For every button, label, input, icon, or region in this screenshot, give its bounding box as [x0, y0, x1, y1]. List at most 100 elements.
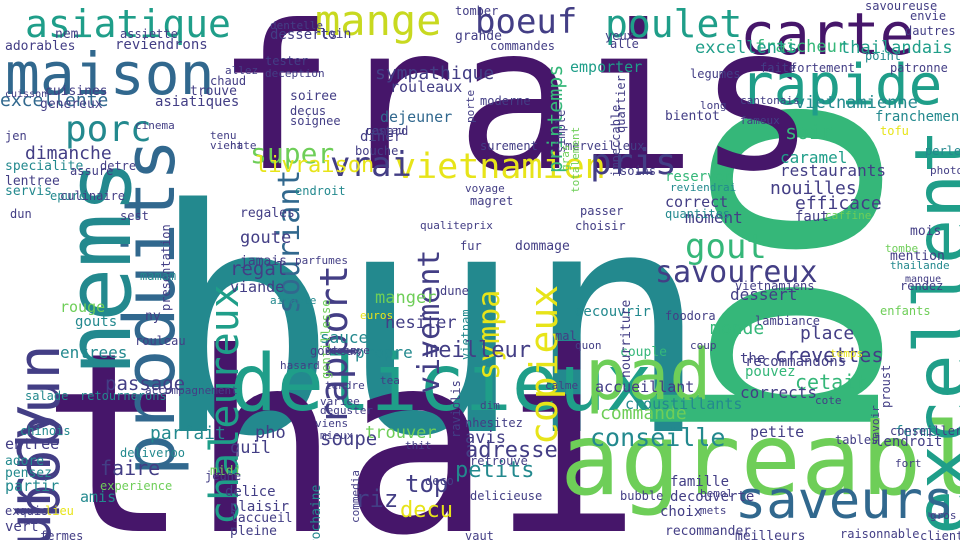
cloud-word: fameux [740, 114, 780, 127]
cloud-word: ny [145, 309, 161, 324]
cloud-word: parfumes [295, 254, 348, 267]
cloud-word: agreable [560, 401, 960, 518]
cloud-word: legumes [690, 67, 741, 81]
cloud-word: proust [879, 364, 893, 408]
cloud-word: long [700, 99, 727, 112]
cloud-word: accueillant [595, 378, 695, 396]
cloud-word: quil [230, 438, 271, 458]
cloud-word: jamais [240, 254, 287, 269]
cloud-word: gouteux [310, 344, 361, 358]
cloud-word: assiette [120, 27, 178, 41]
cloud-word: choix [660, 504, 703, 520]
cloud-word: reviendrons [115, 37, 208, 53]
cloud-word: excellents [695, 38, 798, 58]
cloud-word: perles [925, 144, 960, 158]
cloud-word: lambiance [755, 314, 821, 328]
cloud-word: soignee [290, 114, 341, 128]
cloud-word: temps [830, 347, 864, 360]
cloud-word: entree [5, 435, 60, 453]
cloud-word: frais [215, 0, 818, 216]
cloud-word: fur [460, 239, 482, 253]
cloud-word: rendez [900, 279, 944, 293]
cloud-word: asiatique [25, 2, 231, 46]
cloud-word: surement [480, 139, 538, 153]
cloud-word: dimanche [25, 143, 112, 164]
cloud-word: avis [465, 428, 506, 448]
cloud-word: retournerons [80, 389, 167, 403]
cloud-word: rapide [740, 53, 943, 118]
cloud-word: dun [10, 207, 32, 221]
cloud-word: decus [290, 104, 327, 118]
cloud-word: patronne [890, 61, 948, 75]
cloud-word: meilleur [425, 338, 531, 363]
cloud-word: culinaire [60, 189, 126, 203]
cloud-word: detre [100, 159, 137, 173]
cloud-word: chaud [210, 74, 247, 88]
cloud-word: grande [455, 29, 502, 44]
cloud-word: gros [930, 509, 957, 522]
cloud-word: propre [355, 343, 413, 362]
cloud-word: calme [545, 379, 579, 392]
cloud-word: partir [5, 477, 60, 495]
cloud-word: mention [890, 249, 945, 264]
cloud-word: aimable [270, 294, 317, 307]
cloud-word: tea [380, 374, 400, 387]
cloud-word: tenu [210, 129, 237, 142]
cloud-word: hasard [280, 359, 320, 372]
cloud-word: hesiter [385, 313, 457, 333]
cloud-word: merveilleux [565, 139, 645, 153]
cloud-word: dessert [730, 285, 798, 304]
cloud-word: dim [480, 399, 500, 412]
cloud-word: pleine [230, 524, 277, 539]
cloud-word: bemol [700, 487, 734, 500]
cloud-word: vient [210, 139, 244, 152]
cloud-word: vaut [465, 529, 494, 540]
cloud-word: savoureuse [865, 0, 938, 13]
cloud-word: genereux [40, 97, 103, 112]
cloud-word: point [865, 49, 902, 63]
cloud-word: delicieux [230, 339, 653, 429]
cloud-word: place [800, 323, 855, 344]
cloud-word: crevettes [775, 343, 884, 367]
cloud-word: trouver [365, 423, 437, 443]
cloud-word: raviolis [449, 380, 463, 438]
cloud-word: yeux [605, 29, 634, 43]
cloud-word: experience [100, 479, 173, 493]
cloud-word: exquis [5, 504, 49, 518]
cloud-word: deco [425, 474, 454, 488]
cloud-word: bubble [620, 489, 664, 503]
cloud-word: essaye [330, 344, 370, 357]
cloud-word: allez [225, 64, 259, 77]
cloud-word: rouleaux [390, 78, 463, 96]
cloud-word: lentree [5, 174, 60, 189]
cloud-word: goute [240, 228, 292, 248]
cloud-word: dune [440, 284, 469, 298]
cloud-word: fraicheur [755, 37, 848, 57]
cloud-word: soiree [290, 89, 337, 104]
cloud-word: sympathique [375, 63, 495, 84]
cloud-word: parfait [150, 423, 226, 444]
cloud-word: asiatiques [155, 94, 240, 110]
cloud-word: vietnam [459, 309, 473, 360]
cloud-word: the [740, 351, 766, 367]
cloud-word: fort [895, 457, 922, 470]
cloud-word: raisonnable [840, 527, 920, 540]
cloud-word: decouverte [670, 489, 755, 505]
cloud-word: viens [315, 417, 349, 430]
cloud-word: vert [5, 519, 39, 535]
cloud-word: deliveroo [120, 446, 186, 460]
cloud-word: decu [400, 498, 453, 523]
cloud-word: sest [120, 209, 149, 223]
cloud-word: regal [230, 258, 288, 280]
cloud-word: mets [700, 504, 727, 517]
cloud-word: lendroit [875, 434, 943, 450]
cloud-word: vietnamiens [735, 279, 815, 293]
cloud-word: vietnamien [395, 147, 606, 187]
cloud-word: bientot [665, 109, 720, 124]
cloud-word: cetait [795, 370, 868, 394]
cloud-word: manque [905, 274, 942, 285]
cloud-word: excellente [0, 90, 109, 111]
cloud-word: top [405, 470, 449, 498]
cloud-word: nourriture [619, 299, 634, 378]
cloud-word: poulet [605, 2, 743, 46]
